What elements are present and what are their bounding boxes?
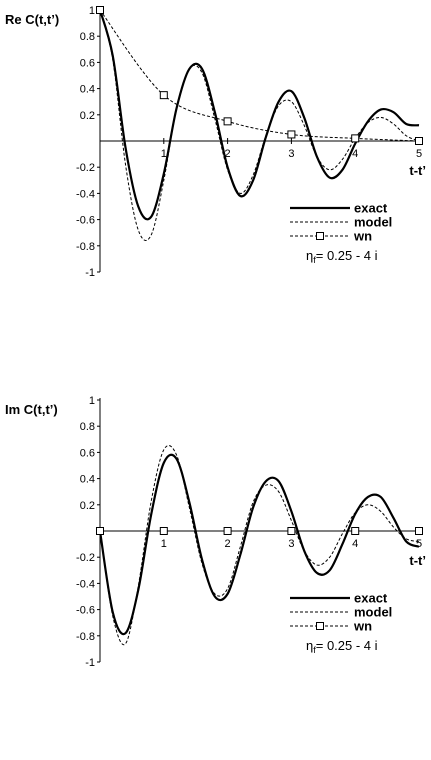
im-series-wn-point [96,527,104,535]
re-series-wn-point [287,130,296,139]
im-legend-exact-label: exact [354,591,388,606]
im-series-wn-point [159,527,168,535]
re-y-axis-label: Re C(t,t’) [5,12,59,27]
re-y-tick-label: -0.2 [76,162,95,174]
re-series-exact-line [98,9,420,221]
re-legend-model-label: model [354,215,392,230]
re-x-tick-label: 2 [225,148,231,160]
im-y-tick-label: -1 [85,657,95,669]
im-y-tick-label: -0.6 [76,605,95,617]
re-eta-subscript: f [313,255,316,265]
re-x-tick-label: 3 [288,148,294,160]
im-y-axis-label: Im C(t,t’) [5,402,58,417]
re-y-tick-label: -0.8 [76,241,95,253]
im-series-exact-line [98,453,420,636]
im-legend-wn-label: wn [353,619,372,634]
im-y-tick-label: 0.6 [80,447,95,459]
re-eta-value: = 0.25 - 4 i [316,248,378,263]
re-eta-symbol: η [306,248,313,263]
im-series-wn-point [223,527,232,535]
im-x-tick-label: 3 [288,538,294,550]
im-legend-model-label: model [354,605,392,620]
im-series-wn-point [287,527,296,535]
re-series-wn-point [223,117,232,126]
re-legend-wn-marker [316,232,324,240]
re-x-tick-label: 5 [416,148,422,160]
re-legend-exact-label: exact [354,201,388,216]
re-eta-annotation: ηf= 0.25 - 4 i [306,248,378,265]
re-y-tick-label: 0.6 [80,57,95,69]
re-y-tick-label: -0.4 [76,188,95,200]
re-series-wn-point [415,137,423,145]
im-series-model-line [99,444,420,646]
re-y-tick-label: 0.8 [80,31,95,43]
re-series-wn-line [99,9,420,142]
re-legend-wn-label: wn [353,229,372,244]
im-legend-wn-marker [316,622,324,630]
im-panel: 1 0.8 0.6 0.4 0.2 -0.2 -0.4 -0.6 -0.8 -1 1 2 3 4 5 Im C… [5,395,426,669]
re-y-tick-label: -1 [85,267,95,279]
im-eta-value: = 0.25 - 4 i [316,638,378,653]
im-y-tick-label: -0.4 [76,578,95,590]
re-y-tick-label: 0.2 [80,110,95,122]
im-y-tick-label: 1 [89,395,95,407]
re-y-tick-label: 1 [89,5,95,17]
im-x-tick-label: 2 [225,538,231,550]
im-series-wn-point [415,527,423,535]
re-y-tick-label: 0.4 [80,84,95,96]
re-x-tick-label: 1 [161,148,167,160]
im-x-tick-label: 1 [161,538,167,550]
im-series-wn-point [351,527,360,535]
re-panel: 1 0.8 0.6 0.4 0.2 -0.2 -0.4 -0.6 -0.8 -1 1 2 3 4 5 Re C… [5,5,426,279]
im-x-tick-label: 5 [416,538,422,550]
im-eta-subscript: f [313,645,316,655]
re-series-wn-point [96,6,104,14]
re-x-tick-label: 4 [352,148,358,160]
im-y-tick-label: -0.2 [76,552,95,564]
re-x-axis-label: t-t’ [409,163,426,178]
im-y-tick-label: 0.8 [80,421,95,433]
re-series-wn-point [159,91,168,100]
im-eta-annotation: ηf= 0.25 - 4 i [306,638,378,655]
im-x-axis-label: t-t’ [409,553,426,568]
im-y-tick-label: -0.8 [76,631,95,643]
im-x-tick-label: 4 [352,538,358,550]
im-y-tick-label: 0.2 [80,500,95,512]
im-eta-symbol: η [306,638,313,653]
im-y-tick-label: 0.4 [80,474,95,486]
re-series-model-line [99,9,420,241]
re-series-wn-point [351,134,360,143]
re-y-tick-label: -0.6 [76,215,95,227]
